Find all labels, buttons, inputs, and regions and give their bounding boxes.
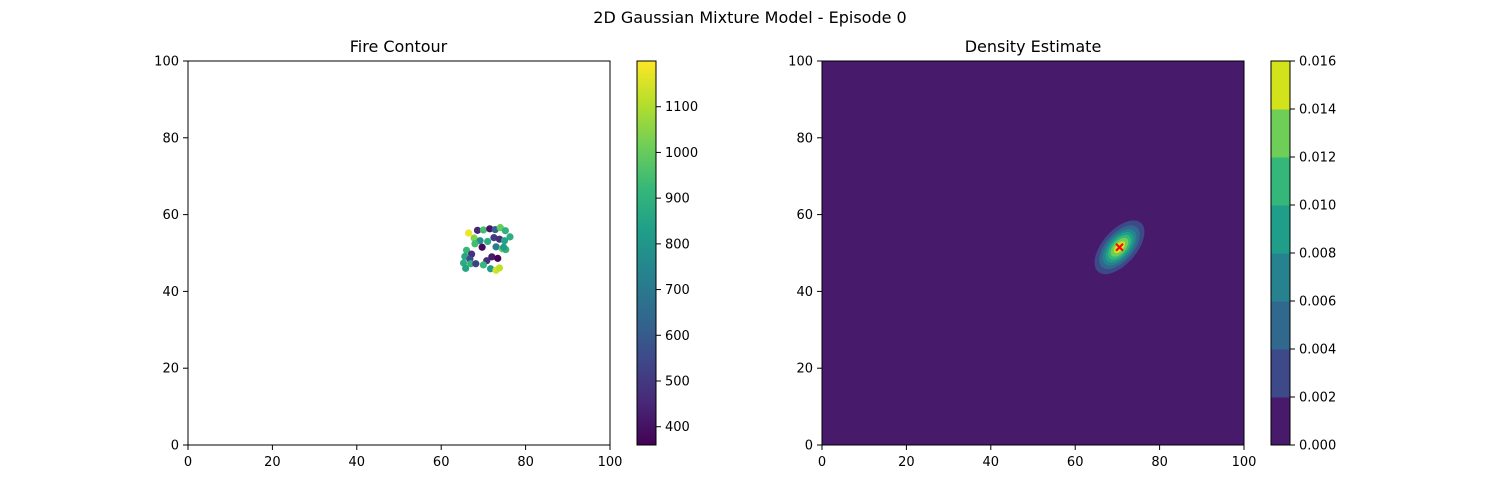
scatter-point (478, 243, 486, 251)
peak-x-marker-stroke (1115, 243, 1124, 252)
scatter-point (494, 254, 502, 262)
scatter-point (467, 260, 475, 268)
density-colorbar-tick-label: 0.014 (1299, 103, 1336, 118)
fire-contour-y-tick-label: 40 (162, 285, 179, 300)
scatter-point (501, 227, 509, 235)
figure-suptitle: 2D Gaussian Mixture Model - Episode 0 (593, 8, 906, 27)
fire-contour-axes-frame (187, 60, 611, 446)
density-estimate-title: Density Estimate (965, 37, 1102, 56)
scatter-point (462, 246, 471, 254)
density-colorbar-level (1271, 109, 1290, 158)
fire-contour-colorbar (637, 61, 656, 445)
density-colorbar-tick-label: 0.012 (1299, 151, 1336, 166)
density-y-tick-label: 100 (788, 55, 813, 70)
fire-contour-x-tick-label: 0 (184, 455, 192, 470)
scatter-point (488, 253, 496, 261)
density-x-tick-label: 0 (818, 455, 826, 470)
scatter-point (490, 234, 498, 242)
density-colorbar-tick-label: 0.010 (1299, 199, 1336, 214)
fire-contour-x-tick-label: 100 (598, 455, 623, 470)
scatter-point (500, 243, 508, 251)
density-colorbar-tick-label: 0.000 (1299, 439, 1336, 454)
density-colorbar-level (1271, 301, 1290, 350)
fire-contour-x-ticks: 0 20 40 60 80 100 (184, 445, 623, 470)
fire-contour-colorbar-tick-label: 600 (665, 329, 690, 344)
density-y-tick-label: 40 (796, 285, 813, 300)
density-colorbar-tick-label: 0.002 (1299, 391, 1336, 406)
density-peak-marker (1115, 243, 1124, 252)
density-x-tick-label: 80 (1151, 455, 1168, 470)
density-x-ticks: 0 20 40 60 80 100 (818, 445, 1257, 470)
scatter-point (462, 264, 470, 272)
scatter-point (486, 265, 495, 273)
density-axes-frame (821, 60, 1245, 446)
density-colorbar-tick-label: 0.006 (1299, 295, 1336, 310)
fire-contour-colorbar-tick-label: 900 (665, 192, 690, 207)
scatter-point (465, 229, 473, 237)
fire-contour-y-tick-label: 60 (162, 208, 179, 223)
fire-contour-panel: Fire Contour 0 20 40 60 80 100 0 20 40 60 80 100 4… (154, 37, 698, 470)
fire-contour-colorbar-tick-label: 700 (665, 283, 690, 298)
fire-contour-colorbar-tick-label: 400 (665, 420, 690, 435)
fire-contour-plot-area (188, 61, 610, 445)
density-colorbar (1271, 61, 1290, 446)
fire-contour-y-tick-label: 100 (154, 55, 179, 70)
fire-contour-title: Fire Contour (350, 37, 448, 56)
scatter-point (492, 243, 500, 251)
scatter-point (473, 226, 482, 234)
fire-contour-y-tick-label: 80 (162, 131, 179, 146)
scatter-point (484, 237, 492, 246)
fire-contour-colorbar-ticks: 400 500 600 700 800 900 1000 1100 (656, 100, 698, 435)
density-x-tick-label: 40 (983, 455, 1000, 470)
fire-contour-x-tick-label: 60 (433, 455, 450, 470)
fire-contour-y-tick-label: 20 (162, 362, 179, 377)
scatter-point (506, 233, 514, 241)
density-colorbar-level (1271, 253, 1290, 302)
density-x-tick-label: 20 (898, 455, 915, 470)
density-colorbar-level (1271, 157, 1290, 206)
density-colorbar-level (1271, 205, 1290, 254)
fire-contour-colorbar-tick-label: 800 (665, 237, 690, 252)
density-x-tick-label: 60 (1067, 455, 1084, 470)
fire-contour-colorbar-tick-label: 1000 (665, 146, 698, 161)
density-y-tick-label: 60 (796, 208, 813, 223)
density-y-tick-label: 80 (796, 131, 813, 146)
scatter-point (470, 234, 478, 242)
density-colorbar-level (1271, 397, 1290, 446)
scatter-point (500, 237, 509, 245)
density-colorbar-ticks: 0.000 0.002 0.004 0.006 0.008 0.010 0.012 0.014… (1290, 55, 1336, 454)
fire-contour-y-tick-label: 0 (171, 439, 179, 454)
fire-scatter-points (459, 224, 514, 274)
density-y-tick-label: 0 (805, 439, 813, 454)
density-y-ticks: 0 20 40 60 80 100 (788, 55, 822, 454)
density-colorbar-tick-label: 0.016 (1299, 55, 1336, 70)
density-colorbar-tick-label: 0.004 (1299, 343, 1336, 358)
scatter-point (479, 261, 487, 269)
scatter-point (486, 225, 494, 233)
density-background-fill (822, 61, 1244, 445)
scatter-point (479, 226, 487, 234)
density-colorbar-tick-label: 0.008 (1299, 247, 1336, 262)
density-y-tick-label: 20 (796, 362, 813, 377)
density-colorbar-level (1271, 61, 1290, 110)
density-colorbar-level (1271, 349, 1290, 398)
scatter-point (472, 260, 480, 268)
fire-contour-y-ticks: 0 20 40 60 80 100 (154, 55, 188, 454)
scatter-point (495, 264, 504, 272)
density-x-tick-label: 100 (1232, 455, 1257, 470)
fire-contour-colorbar-tick-label: 500 (665, 375, 690, 390)
fire-contour-x-tick-label: 20 (264, 455, 281, 470)
fire-contour-colorbar-tick-label: 1100 (665, 100, 698, 115)
fire-contour-x-tick-label: 80 (517, 455, 534, 470)
scatter-point (471, 240, 479, 248)
fire-contour-x-tick-label: 40 (349, 455, 366, 470)
density-estimate-panel: Density Estimate 0 20 40 60 80 100 0 20 40 60 80 1… (788, 37, 1336, 470)
fire-contour-colorbar-frame (636, 60, 657, 446)
